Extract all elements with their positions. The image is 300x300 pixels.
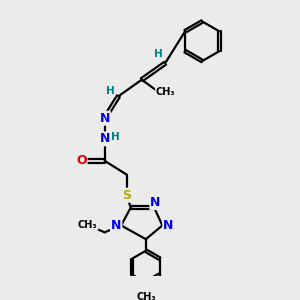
Text: S: S	[122, 189, 131, 202]
Text: CH₃: CH₃	[136, 292, 156, 300]
Text: CH₃: CH₃	[78, 220, 98, 230]
Text: N: N	[100, 132, 110, 145]
Text: N: N	[100, 112, 110, 125]
Text: CH₃: CH₃	[156, 87, 176, 97]
Text: O: O	[76, 154, 87, 167]
Text: H: H	[154, 50, 163, 59]
Text: N: N	[150, 196, 161, 209]
Text: H: H	[106, 86, 115, 96]
Text: N: N	[163, 219, 174, 232]
Text: N: N	[111, 219, 122, 232]
Text: H: H	[111, 133, 119, 142]
